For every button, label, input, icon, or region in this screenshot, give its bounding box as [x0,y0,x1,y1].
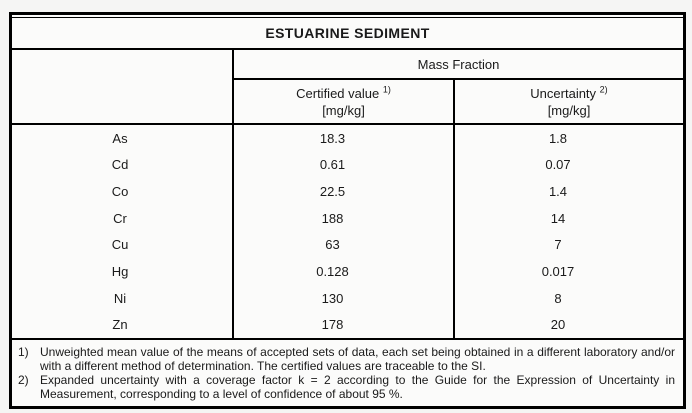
certified-value-cell: 63 [234,231,455,259]
table-body: As 18.3 1.8 Cd 0.61 0.07 Co 22.5 1.4 Cr … [12,125,683,340]
element-cell: Cu [12,231,234,259]
uncertainty-cell: 0.07 [545,157,571,173]
certified-value-cell: 0.128 [234,258,455,285]
element-cell: Ni [12,284,234,312]
element-cell: Cd [12,151,234,179]
element-cell: Co [12,178,234,205]
uncertainty-cell: 1.4 [548,184,568,200]
corner-empty-cell [12,50,234,125]
certified-value-cell: 18.3 [234,125,455,152]
footnote-marker: 1) [18,345,29,359]
column-header-uncertainty: Uncertainty 2) [mg/kg] [455,80,683,125]
group-header-mass-fraction: Mass Fraction [234,50,683,80]
footnote-ref-2: 2) [599,84,608,95]
certified-value-cell: 0.61 [234,151,455,179]
uncertainty-cell: 8 [554,290,562,306]
uncertainty-unit: [mg/kg] [547,103,591,118]
table-title: ESTUARINE SEDIMENT [12,18,683,50]
uncertainty-cell: 7 [554,237,562,253]
footnotes: 1) Unweighted mean value of the means of… [12,340,683,401]
column-header-certified-value: Certified value 1) [mg/kg] [234,80,455,125]
certified-value-cell: 130 [234,284,455,312]
footnote-marker: 2) [18,373,29,387]
footnote-item: 1) Unweighted mean value of the means of… [18,345,675,373]
certified-value-cell: 178 [234,311,455,338]
certified-value-unit: [mg/kg] [322,103,365,118]
uncertainty-cell: 1.8 [548,130,568,146]
table-header: Mass Fraction Certified value 1) [mg/kg]… [12,50,683,125]
element-cell: Zn [12,311,234,338]
certified-value-cell: 22.5 [234,178,455,205]
footnote-item: 2) Expanded uncertainty with a coverage … [18,373,675,401]
element-cell: As [12,125,234,152]
footnote-ref-1: 1) [382,84,391,95]
uncertainty-cell: 20 [550,317,566,333]
uncertainty-cell: 0.017 [541,263,575,279]
element-cell: Cr [12,204,234,232]
footnote-text: Expanded uncertainty with a coverage fac… [40,373,675,401]
certified-value-cell: 188 [234,204,455,232]
uncertainty-label: Uncertainty 2) [530,84,608,101]
uncertainty-cell: 14 [550,210,566,226]
certified-value-label: Certified value 1) [296,84,391,101]
certificate-table: ESTUARINE SEDIMENT Mass Fraction Certifi… [9,12,686,409]
footnote-text: Unweighted mean value of the means of ac… [40,345,675,373]
element-cell: Hg [12,258,234,285]
top-inner-rule [12,17,683,18]
